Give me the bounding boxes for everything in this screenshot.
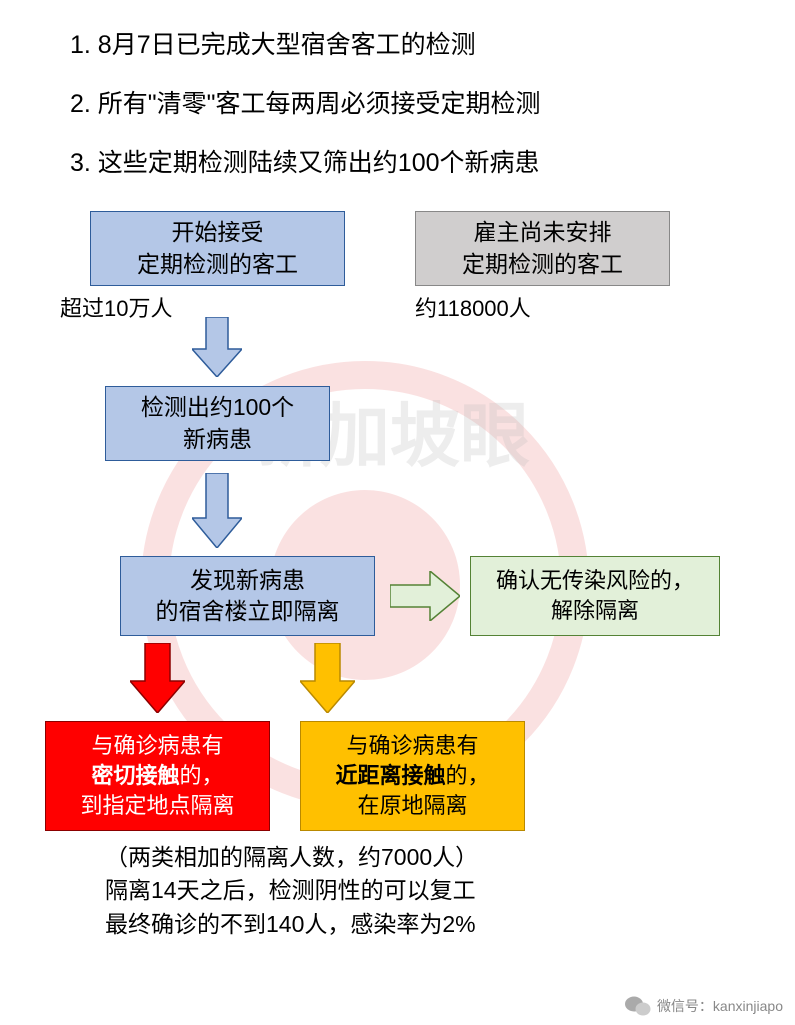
caption-start-tested: 超过10万人 <box>60 291 172 323</box>
bullet-2: 2. 所有"清零"客工每两周必须接受定期检测 <box>70 87 745 122</box>
arrow-down-red <box>130 643 185 713</box>
node-line: 雇主尚未安排 <box>474 217 612 248</box>
node-line: 定期检测的客工 <box>137 249 298 280</box>
node-line: 与确诊病患有 <box>91 731 223 761</box>
bullet-1: 1. 8月7日已完成大型宿舍客工的检测 <box>70 28 745 63</box>
node-line: 的宿舍楼立即隔离 <box>156 596 340 627</box>
footer-line: （两类相加的隔离人数，约7000人） <box>105 841 478 874</box>
node-line: 与确诊病患有 <box>346 731 478 761</box>
node-line: 密切接触的， <box>91 761 223 791</box>
node-detected: 检测出约100个 新病患 <box>105 386 330 461</box>
flowchart: 开始接受 定期检测的客工 超过10万人 雇主尚未安排 定期检测的客工 约1180… <box>70 211 730 961</box>
node-line: 发现新病患 <box>190 565 305 596</box>
node-line: 到指定地点隔离 <box>80 791 234 821</box>
node-isolate-dorm: 发现新病患 的宿舍楼立即隔离 <box>120 556 375 636</box>
node-near-contact: 与确诊病患有 近距离接触的， 在原地隔离 <box>300 721 525 831</box>
footer-line: 最终确诊的不到140人，感染率为2% <box>105 908 478 941</box>
bold-text: 密切接触 <box>91 763 179 788</box>
node-line: 开始接受 <box>172 217 264 248</box>
node-suffix: 的， <box>180 763 224 788</box>
node-not-scheduled: 雇主尚未安排 定期检测的客工 <box>415 211 670 286</box>
node-line: 新病患 <box>183 424 252 455</box>
bold-text: 近距离接触 <box>335 763 445 788</box>
caption-not-scheduled: 约118000人 <box>415 291 531 323</box>
node-line: 定期检测的客工 <box>462 249 623 280</box>
bullet-3: 3. 这些定期检测陆续又筛出约100个新病患 <box>70 146 745 181</box>
content-root: 1. 8月7日已完成大型宿舍客工的检测 2. 所有"清零"客工每两周必须接受定期… <box>0 0 795 981</box>
node-line: 近距离接触的， <box>335 761 489 791</box>
footer-note: （两类相加的隔离人数，约7000人） 隔离14天之后，检测阴性的可以复工 最终确… <box>105 841 478 941</box>
node-suffix: 的， <box>446 763 490 788</box>
node-close-contact: 与确诊病患有 密切接触的， 到指定地点隔离 <box>45 721 270 831</box>
footer-line: 隔离14天之后，检测阴性的可以复工 <box>105 874 478 907</box>
node-line: 在原地隔离 <box>357 791 467 821</box>
arrow-down-1 <box>192 317 242 377</box>
wechat-label: 微信号：kanxinjiapo <box>657 996 783 1016</box>
node-no-risk: 确认无传染风险的， 解除隔离 <box>470 556 720 636</box>
node-line: 确认无传染风险的， <box>496 566 694 596</box>
wechat-attribution: 微信号：kanxinjiapo <box>625 995 783 1017</box>
node-line: 解除隔离 <box>551 596 639 626</box>
node-start-tested: 开始接受 定期检测的客工 <box>90 211 345 286</box>
arrow-down-2 <box>192 473 242 548</box>
wechat-icon <box>625 995 651 1017</box>
node-line: 检测出约100个 <box>141 392 294 423</box>
arrow-down-orange <box>300 643 355 713</box>
arrow-right-green <box>390 571 460 621</box>
bullet-list: 1. 8月7日已完成大型宿舍客工的检测 2. 所有"清零"客工每两周必须接受定期… <box>70 28 745 181</box>
